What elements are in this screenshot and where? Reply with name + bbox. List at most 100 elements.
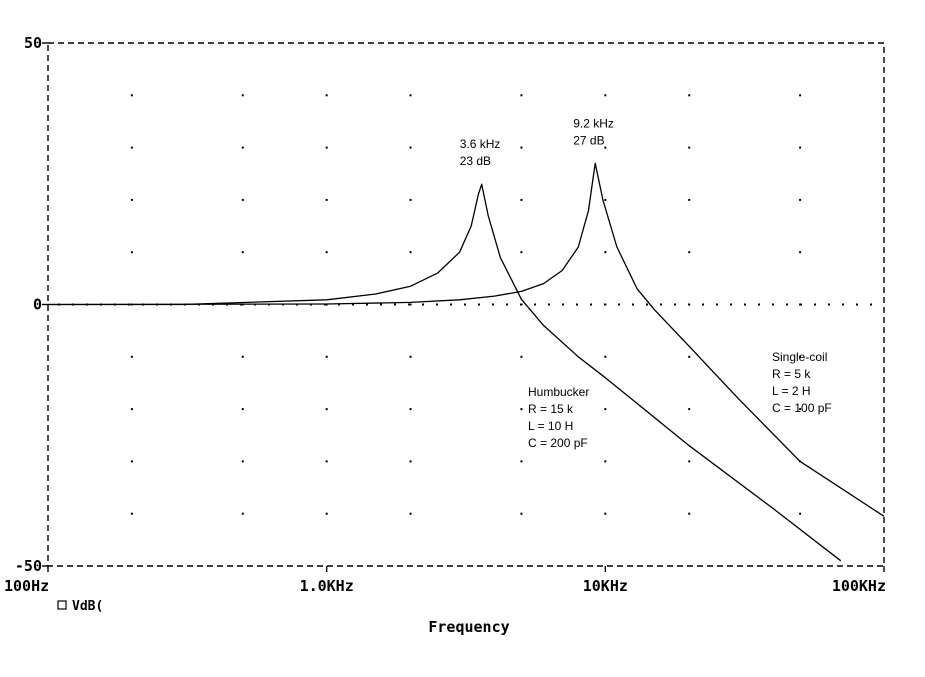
grid-dot — [799, 94, 802, 97]
grid-dot — [799, 512, 802, 515]
annotations: 3.6 kHz 23 dB 9.2 kHz 27 dB Humbucker R = 15 … — [460, 116, 832, 450]
grid-dot — [241, 94, 244, 97]
zero-line-dot — [492, 303, 494, 306]
annotation-line: L = 2 H — [772, 384, 811, 398]
grid-dot — [409, 408, 412, 411]
grid-dot — [409, 355, 412, 358]
legend-marker-icon — [57, 600, 67, 610]
grid-dot — [688, 460, 691, 463]
grid-dot — [241, 251, 244, 254]
zero-line-dot — [800, 303, 802, 306]
grid-dot — [409, 198, 412, 201]
zero-line-dot — [786, 303, 788, 306]
grid-dot — [130, 146, 133, 149]
annotation-line: C = 200 pF — [528, 436, 588, 450]
grid-dot — [409, 460, 412, 463]
zero-line-dot — [870, 303, 872, 306]
zero-line-dot — [450, 303, 452, 306]
zero-line-dot — [730, 303, 732, 306]
series-line-humbucker — [48, 183, 842, 562]
grid-dot — [409, 251, 412, 254]
grid-dot — [688, 146, 691, 149]
grid-dot — [241, 460, 244, 463]
zero-line-dot — [660, 303, 662, 306]
annotation-1: 9.2 kHz 27 dB — [573, 116, 614, 147]
grid-dot — [241, 512, 244, 515]
grid-dot — [799, 408, 802, 411]
grid-dot — [241, 146, 244, 149]
annotation-line: Single-coil — [772, 350, 827, 364]
zero-line-dot — [548, 303, 550, 306]
x-tick-label: 10KHz — [583, 577, 628, 595]
grid-dot — [688, 251, 691, 254]
zero-line-dot — [604, 303, 606, 306]
grid-dot — [604, 460, 607, 463]
x-tick-label: 1.0KHz — [300, 577, 354, 595]
grid-dot — [688, 198, 691, 201]
legend-label: VdB( — [72, 599, 103, 614]
zero-line-dot — [338, 303, 340, 306]
grid-dot — [130, 460, 133, 463]
zero-line-dot — [520, 303, 522, 306]
grid-dot — [409, 146, 412, 149]
zero-line-dot — [534, 303, 536, 306]
grid-dot — [799, 146, 802, 149]
grid-dot — [130, 408, 133, 411]
annotation-line: L = 10 H — [528, 419, 573, 433]
grid-dot — [604, 512, 607, 515]
annotation-line: 23 dB — [460, 154, 491, 168]
zero-line-dot — [478, 303, 480, 306]
grid-dot — [325, 512, 328, 515]
grid-dot — [130, 198, 133, 201]
zero-line-dot — [394, 303, 396, 306]
zero-line-dot — [674, 303, 676, 306]
grid-dot — [409, 512, 412, 515]
grid-dot — [325, 94, 328, 97]
grid-dot — [520, 512, 523, 515]
grid-dot — [520, 94, 523, 97]
grid-dot — [130, 94, 133, 97]
x-tick-label: 100Hz — [4, 577, 49, 595]
grid-dot — [241, 408, 244, 411]
grid-dot — [325, 251, 328, 254]
zero-line-dot — [618, 303, 620, 306]
grid-dot — [604, 146, 607, 149]
grid-dot — [799, 251, 802, 254]
zero-line-dot — [590, 303, 592, 306]
grid-dot — [520, 146, 523, 149]
grid-dot — [325, 146, 328, 149]
grid-dot — [688, 355, 691, 358]
grid-dot — [520, 198, 523, 201]
grid-dot — [325, 198, 328, 201]
zero-line-dot — [842, 303, 844, 306]
y-tick-label: 50 — [24, 34, 42, 52]
zero-line-dot — [576, 303, 578, 306]
grid-dot — [325, 355, 328, 358]
grid-dot — [688, 408, 691, 411]
annotation-line: Humbucker — [528, 385, 589, 399]
grid-dot — [799, 355, 802, 358]
grid-dot — [520, 460, 523, 463]
zero-line-dot — [352, 303, 354, 306]
series-lines — [47, 162, 885, 562]
annotation-3: Single-coil R = 5 k L = 2 H C = 100 pF — [772, 350, 832, 415]
annotation-line: 9.2 kHz — [573, 116, 614, 130]
grid-dot — [520, 408, 523, 411]
annotation-line: R = 5 k — [772, 367, 811, 381]
x-axis-label: Frequency — [428, 618, 509, 636]
zero-line-dot — [464, 303, 466, 306]
grid-dot — [604, 355, 607, 358]
annotation-2: Humbucker R = 15 k L = 10 H C = 200 pF — [528, 385, 589, 450]
grid-dot — [130, 251, 133, 254]
annotation-line: R = 15 k — [528, 402, 574, 416]
grid-dot — [604, 408, 607, 411]
zero-line-dot — [688, 303, 690, 306]
zero-line-dot — [828, 303, 830, 306]
zero-line-dot — [506, 303, 508, 306]
grid-dot — [604, 251, 607, 254]
annotation-line: C = 100 pF — [772, 401, 832, 415]
annotation-line: 3.6 kHz — [460, 137, 501, 151]
zero-line-dot — [380, 303, 382, 306]
grid-dot — [688, 94, 691, 97]
